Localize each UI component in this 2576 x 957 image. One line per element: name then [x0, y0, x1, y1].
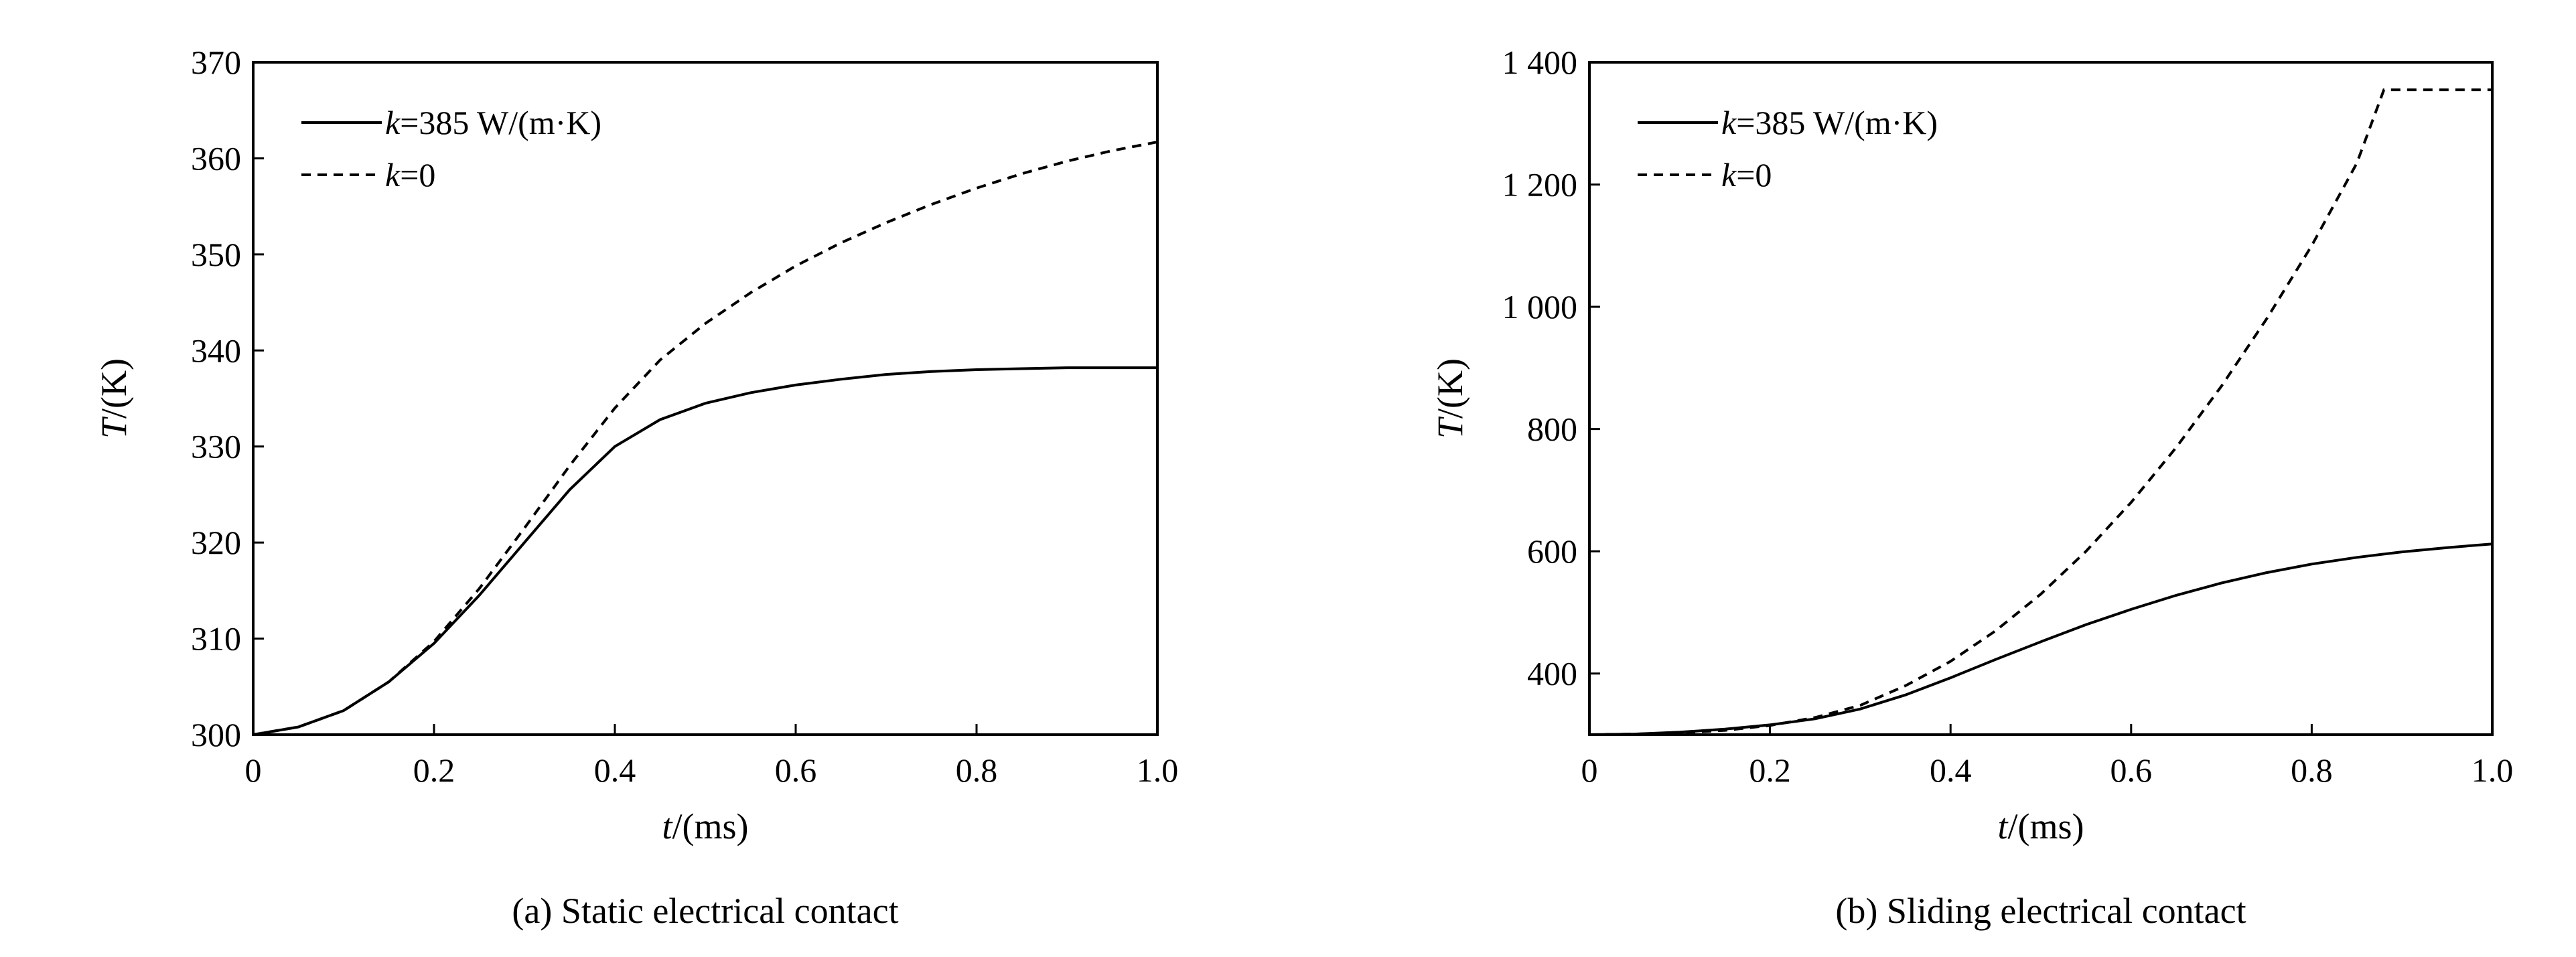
- y-tick-label: 360: [191, 139, 241, 177]
- x-tick-label: 0.4: [1930, 751, 1972, 789]
- legend-label: k=0: [385, 156, 435, 194]
- x-tick-label: 0.8: [2291, 751, 2333, 789]
- y-axis-label: T/(K): [94, 358, 134, 439]
- x-axis-label: t/(ms): [662, 806, 748, 846]
- y-tick-label: 800: [1527, 411, 1577, 448]
- y-axis-label: T/(K): [1430, 358, 1470, 439]
- y-tick-label: 1 400: [1502, 44, 1578, 81]
- x-tick-label: 1.0: [1137, 751, 1179, 789]
- y-tick-label: 330: [191, 428, 241, 465]
- series-line-k385: [253, 366, 1157, 736]
- panel-caption: (b) Sliding electrical contact: [1835, 891, 2246, 931]
- x-tick-label: 1.0: [2472, 751, 2514, 789]
- y-tick-label: 300: [191, 716, 241, 753]
- legend-label: k=385 W/(m·K): [1721, 104, 1938, 141]
- legend-label: k=0: [1721, 156, 1772, 194]
- chart-panel-a: 0 0.2 0.4 0.6 0.8 1.0 300 310 320 330 340 350 360 370…: [94, 44, 1178, 931]
- x-tick-label: 0.6: [2110, 751, 2153, 789]
- series-line-k0: [1589, 88, 2492, 736]
- y-tick-label: 310: [191, 620, 241, 658]
- x-tick-label: 0.6: [775, 751, 817, 789]
- series-line-k385: [1589, 542, 2493, 736]
- y-tick-label: 600: [1527, 532, 1577, 570]
- panel-caption: (a) Static electrical contact: [512, 891, 898, 931]
- x-tick-label: 0.8: [956, 751, 998, 789]
- y-tick-label: 370: [191, 44, 241, 81]
- x-tick-label: 0.4: [594, 751, 636, 789]
- chart-panel-b: 0 0.2 0.4 0.6 0.8 1.0 400 600 800 1 000 1 200 1 400…: [1430, 44, 2513, 931]
- x-tick-label: 0: [245, 751, 262, 789]
- x-tick-label: 0: [1581, 751, 1598, 789]
- y-tick-label: 320: [191, 524, 241, 561]
- series-line-k0: [253, 141, 1158, 736]
- plot-frame: [252, 61, 1159, 736]
- legend-label: k=385 W/(m·K): [385, 104, 601, 141]
- y-tick-label: 340: [191, 332, 241, 369]
- x-tick-label: 0.2: [1749, 751, 1791, 789]
- y-tick-label: 400: [1527, 655, 1577, 692]
- plot-frame: [1588, 61, 2494, 736]
- x-axis-label: t/(ms): [1997, 806, 2084, 846]
- y-tick-label: 1 000: [1502, 288, 1578, 325]
- y-tick-label: 1 200: [1502, 166, 1578, 204]
- x-tick-label: 0.2: [413, 751, 455, 789]
- y-tick-label: 350: [191, 236, 241, 273]
